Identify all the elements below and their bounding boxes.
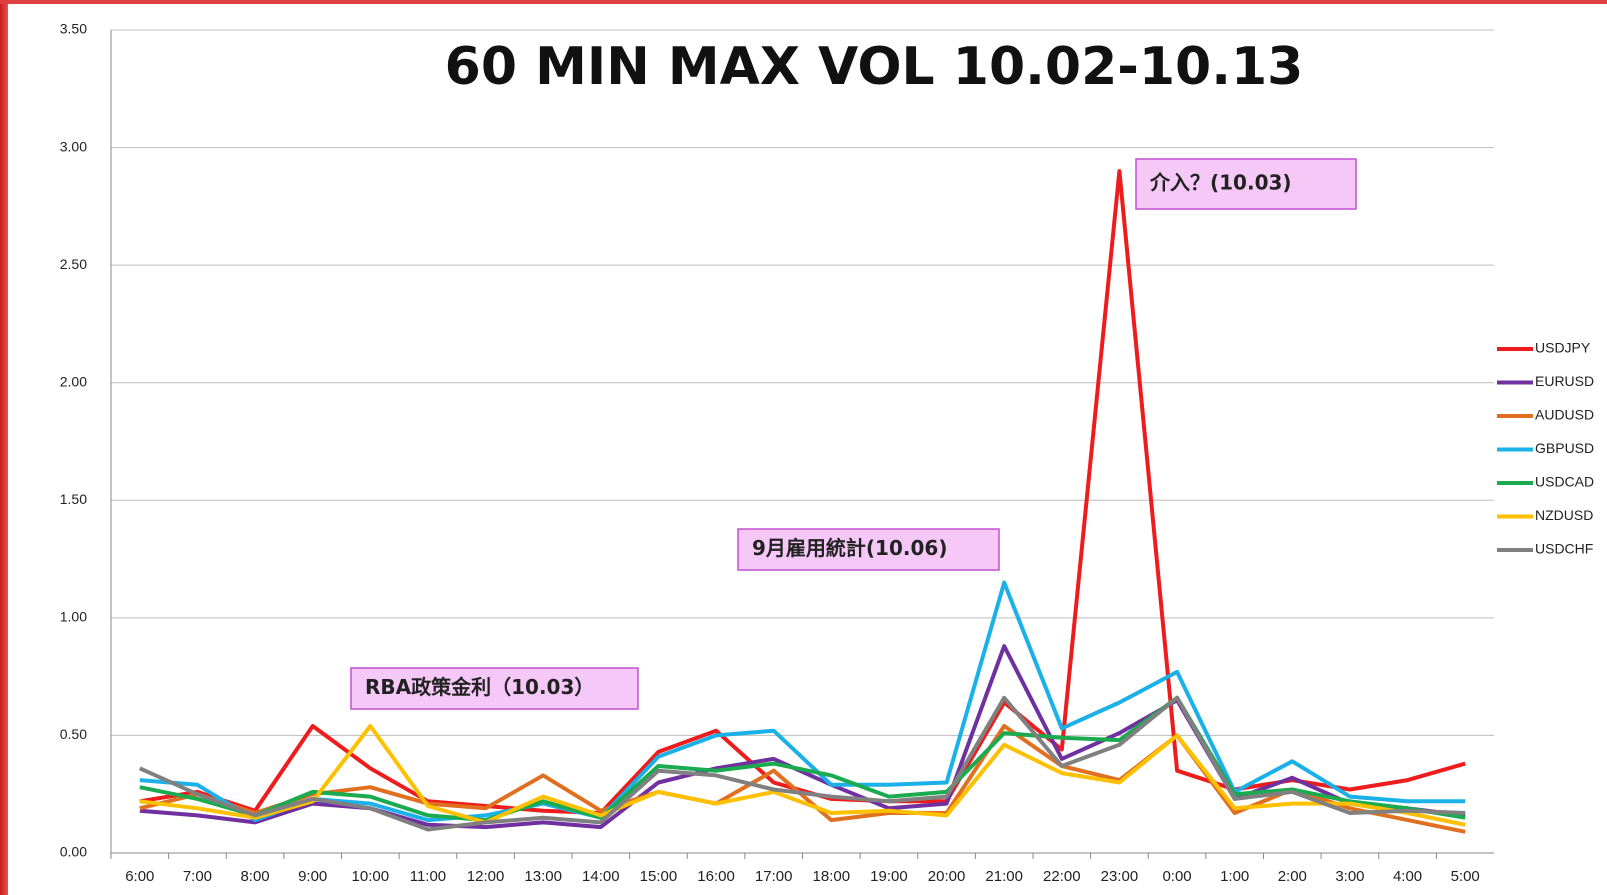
- x-tick-label: 3:00: [1335, 868, 1364, 885]
- x-tick-label: 0:00: [1162, 868, 1191, 885]
- x-tick-label: 13:00: [524, 868, 562, 885]
- x-tick-label: 12:00: [467, 868, 505, 885]
- x-tick-label: 5:00: [1451, 868, 1480, 885]
- x-tick-label: 1:00: [1220, 868, 1249, 885]
- annotation-box: [1135, 158, 1357, 210]
- annotation-box: [350, 667, 639, 710]
- chart-title: 60 MIN MAX VOL 10.02-10.13: [445, 37, 1304, 97]
- x-tick-label: 7:00: [183, 868, 212, 885]
- y-tick-label: 0.00: [60, 844, 87, 860]
- x-tick-label: 10:00: [352, 868, 390, 885]
- series-line: [139, 580, 1466, 823]
- x-tick-label: 2:00: [1278, 868, 1307, 885]
- legend-label: GBPUSD: [1535, 440, 1594, 456]
- series-line: [139, 724, 1466, 827]
- legend-label: USDCAD: [1535, 474, 1594, 490]
- x-tick-label: 18:00: [813, 868, 851, 885]
- y-tick-label: 0.50: [60, 726, 87, 742]
- x-tick-label: 8:00: [240, 868, 269, 885]
- annotation-box: [737, 528, 1000, 571]
- legend-label: AUDUSD: [1535, 407, 1594, 423]
- y-tick-label: 1.50: [60, 491, 87, 507]
- x-tick-label: 9:00: [298, 868, 327, 885]
- x-tick-label: 21:00: [985, 868, 1023, 885]
- annotation: 介入？(10.03): [1149, 171, 1292, 195]
- annotation: RBA政策金利（10.03）: [365, 675, 594, 699]
- x-tick-label: 20:00: [928, 868, 966, 885]
- series-line: [138, 695, 1466, 832]
- frame-top: [0, 0, 1607, 4]
- x-tick-label: 6:00: [125, 868, 154, 885]
- x-tick-label: 16:00: [697, 868, 735, 885]
- legend-label: USDJPY: [1535, 340, 1591, 356]
- x-tick-label: 17:00: [755, 868, 793, 885]
- legend-label: NZDUSD: [1535, 507, 1593, 523]
- x-tick-label: 19:00: [870, 868, 908, 885]
- y-tick-label: 1.00: [60, 609, 87, 625]
- legend-label: USDCHF: [1535, 541, 1593, 557]
- y-tick-label: 3.50: [60, 21, 87, 37]
- legend-label: EURUSD: [1535, 373, 1594, 389]
- x-tick-label: 23:00: [1101, 868, 1139, 885]
- x-tick-label: 14:00: [582, 868, 620, 885]
- x-tick-label: 11:00: [410, 868, 446, 885]
- annotation: 9月雇用統計(10.06): [752, 536, 947, 560]
- y-tick-label: 2.00: [60, 373, 87, 389]
- y-tick-label: 2.50: [60, 256, 87, 272]
- series-line: [139, 695, 1466, 823]
- x-tick-label: 4:00: [1393, 868, 1422, 885]
- x-tick-label: 22:00: [1043, 868, 1081, 885]
- x-tick-label: 15:00: [640, 868, 678, 885]
- frame-left: [0, 0, 8, 895]
- y-tick-label: 3.00: [60, 138, 87, 154]
